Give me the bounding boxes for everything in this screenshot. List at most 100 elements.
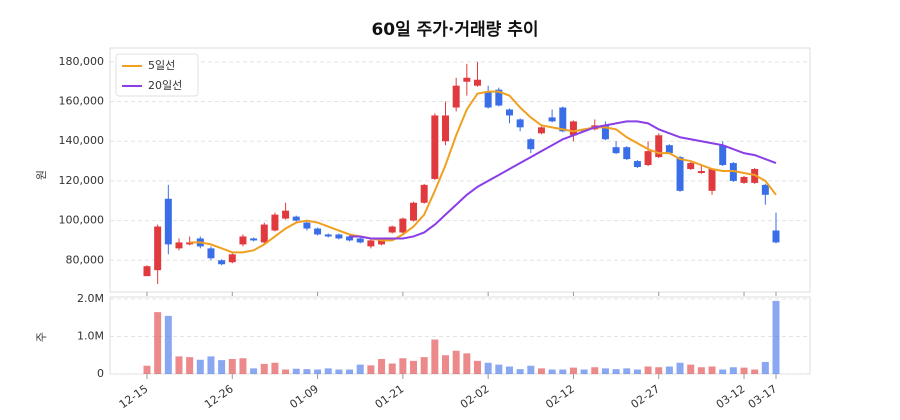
- volume-bar: [186, 357, 194, 374]
- volume-bar: [335, 369, 343, 374]
- candle-body: [378, 240, 386, 245]
- volume-bar: [378, 359, 386, 374]
- volume-bar: [537, 368, 545, 374]
- legend-label: 20일선: [148, 78, 182, 92]
- candle-body: [644, 151, 652, 166]
- candle-body: [655, 135, 663, 158]
- volume-bar: [431, 339, 439, 374]
- candle-body: [399, 218, 407, 233]
- x-tick-label: 01-09: [287, 382, 321, 411]
- candle-body: [697, 170, 705, 173]
- volume-bar: [527, 365, 535, 374]
- volume-bar: [473, 360, 481, 374]
- candle-body: [420, 184, 428, 203]
- candle-body: [324, 234, 332, 237]
- volume-bar: [207, 356, 215, 374]
- candle-body: [761, 184, 769, 195]
- volume-bar: [516, 369, 524, 374]
- volume-bar: [239, 358, 247, 374]
- volume-bar: [665, 366, 673, 374]
- volume-bar: [282, 369, 290, 374]
- x-tick-label: 02-12: [543, 382, 577, 411]
- candle-body: [772, 230, 780, 243]
- volume-bar: [442, 355, 450, 374]
- candle-body: [303, 222, 311, 229]
- volume-bar: [228, 359, 236, 374]
- y-axis-label: 원: [35, 170, 48, 180]
- volume-bar: [633, 369, 641, 374]
- y-tick-label: 100,000: [59, 214, 105, 227]
- volume-bar: [719, 369, 727, 374]
- candle-body: [292, 216, 300, 221]
- candle-body: [516, 119, 524, 128]
- volume-bar: [356, 364, 364, 374]
- volume-bar: [708, 366, 716, 374]
- candle-body: [388, 226, 396, 233]
- candle-body: [740, 176, 748, 183]
- candle-body: [143, 266, 151, 277]
- volume-bar: [761, 362, 769, 374]
- candle-body: [260, 224, 268, 243]
- y-tick-label: 120,000: [59, 174, 105, 187]
- x-tick-label: 02-27: [629, 382, 663, 411]
- chart-title: 60일 주가·거래량 추이: [371, 20, 538, 40]
- y-tick-label: 140,000: [59, 134, 105, 147]
- candle-body: [164, 198, 172, 245]
- x-tick-label: 03-12: [714, 382, 748, 411]
- candle-body: [367, 240, 375, 247]
- candle-body: [271, 214, 279, 231]
- candle-body: [228, 254, 236, 263]
- y-tick-label: 80,000: [66, 253, 105, 266]
- legend-label: 5일선: [148, 58, 175, 72]
- volume-bar: [154, 312, 162, 374]
- volume-bar: [324, 368, 332, 374]
- candle-body: [282, 210, 290, 219]
- candle-body: [356, 238, 364, 243]
- candle-body: [505, 109, 513, 116]
- volume-bar: [260, 363, 268, 374]
- volume-bar: [623, 368, 631, 374]
- candle-body: [239, 236, 247, 245]
- volume-bar: [303, 369, 311, 374]
- candle-body: [207, 248, 215, 259]
- volume-panel: [109, 296, 811, 375]
- volume-bar: [655, 367, 663, 374]
- volume-bar: [143, 365, 151, 374]
- volume-axis-label: 주: [35, 332, 48, 342]
- volume-bar: [601, 368, 609, 374]
- candle-body: [410, 202, 418, 221]
- moving-average-line: [189, 90, 777, 254]
- volume-bar: [196, 359, 204, 374]
- volume-bar: [580, 369, 588, 374]
- candle-body: [559, 107, 567, 132]
- volume-bar: [484, 362, 492, 374]
- volume-bar: [729, 367, 737, 374]
- volume-bar: [772, 300, 780, 374]
- volume-bar: [250, 368, 258, 374]
- price-panel: [109, 47, 811, 293]
- candle-body: [314, 228, 322, 235]
- candle-body: [346, 236, 354, 241]
- candle-body: [676, 157, 684, 191]
- volume-bar: [314, 369, 322, 374]
- candle-body: [154, 226, 162, 271]
- candle-body: [452, 85, 460, 108]
- volume-bar: [687, 364, 695, 374]
- candle-body: [473, 79, 481, 86]
- candle-body: [708, 169, 716, 191]
- x-tick-label: 12-15: [117, 382, 151, 411]
- candle-body: [335, 234, 343, 239]
- candle-body: [463, 77, 471, 82]
- volume-bar: [569, 367, 577, 374]
- candle-body: [719, 145, 727, 166]
- y-tick-label: 160,000: [59, 95, 105, 108]
- candle-body: [495, 89, 503, 106]
- volume-bar: [388, 363, 396, 374]
- volume-bar: [644, 366, 652, 374]
- volume-bar: [495, 364, 503, 374]
- x-tick-label: 12-26: [202, 382, 236, 411]
- candle-body: [612, 147, 620, 154]
- volume-bar: [346, 369, 354, 374]
- candle-body: [633, 161, 641, 168]
